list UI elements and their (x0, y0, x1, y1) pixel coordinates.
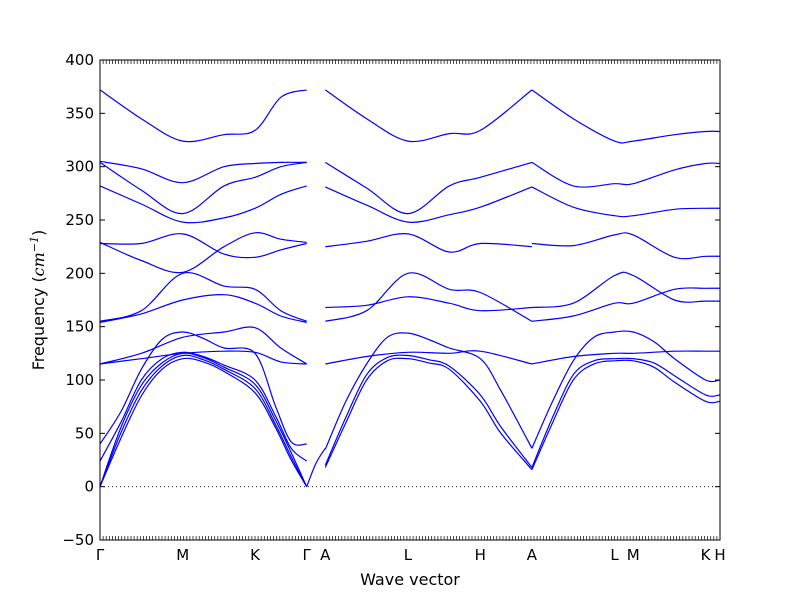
band-line-36 (531, 89, 721, 144)
plot-frame (99, 59, 721, 541)
band-line-10 (99, 233, 307, 259)
y-tick-label: 400 (65, 51, 94, 69)
band-line-22 (325, 296, 532, 312)
y-tick-label: 350 (65, 104, 94, 122)
x-tick-label: A (320, 546, 331, 564)
band-line-29 (531, 330, 721, 449)
y-axis-title-unit: cm (29, 252, 48, 276)
band-line-34 (531, 186, 721, 218)
x-tick-label: K (701, 546, 712, 564)
band-line-35 (531, 161, 721, 188)
y-axis-title-suffix: ) (29, 230, 48, 236)
y-tick-label: 200 (65, 264, 94, 282)
phonon-bands (99, 89, 721, 488)
band-line-12 (99, 185, 307, 224)
band-line-28 (531, 357, 721, 468)
y-tick-label: 250 (65, 211, 94, 229)
y-axis-title-prefix: Frequency ( (29, 276, 48, 370)
band-line-7 (99, 326, 308, 365)
band-line-33 (531, 232, 721, 260)
band-line-24 (325, 186, 533, 223)
band-line-17 (324, 357, 533, 470)
x-tick-label: M (176, 546, 189, 564)
band-line-31 (531, 287, 721, 322)
band-line-21 (325, 272, 533, 322)
band-line-19 (324, 332, 533, 450)
x-tick-label: M (627, 546, 640, 564)
band-line-16 (306, 447, 326, 487)
band-line-20 (325, 350, 533, 365)
band-line-30 (531, 350, 720, 365)
band-line-8 (99, 271, 307, 322)
y-tick-label: 0 (84, 478, 94, 496)
band-line-3 (99, 352, 308, 487)
y-tick-label: −50 (62, 531, 94, 549)
x-tick-label: Γ (96, 546, 105, 564)
band-line-13 (99, 161, 307, 215)
x-tick-label: H (475, 546, 486, 564)
y-tick-label: 50 (75, 424, 94, 442)
y-tick-label: 300 (65, 158, 94, 176)
band-line-6 (99, 350, 307, 365)
band-line-32 (531, 271, 721, 309)
band-line-5 (99, 331, 307, 446)
band-line-18 (324, 354, 533, 468)
x-tick-label: K (250, 546, 261, 564)
x-tick-label: H (714, 546, 725, 564)
band-line-2 (99, 354, 308, 487)
band-line-26 (324, 89, 533, 143)
x-tick-label: L (404, 546, 413, 564)
y-tick-label: 100 (65, 371, 94, 389)
y-axis-title: Frequency (cm−1) (28, 230, 48, 371)
y-tick-labels: −50 0 50 100 150 200 250 300 350 400 (62, 51, 94, 549)
y-tick-label: 150 (65, 318, 94, 336)
x-tick-label: L (610, 546, 619, 564)
y-axis-title-exponent: −1 (28, 236, 41, 252)
band-line-14 (99, 160, 307, 184)
band-line-11 (99, 232, 307, 274)
band-line-1 (99, 357, 308, 488)
x-axis-title: Wave vector (360, 570, 460, 589)
band-line-23 (325, 233, 532, 253)
x-tick-label: A (527, 546, 538, 564)
band-line-9 (99, 294, 307, 323)
band-line-15 (99, 89, 307, 143)
axis-ticks (99, 59, 721, 541)
band-line-4 (99, 351, 308, 462)
band-line-25 (324, 161, 533, 215)
x-tick-label: Γ (302, 546, 311, 564)
band-line-27 (531, 359, 721, 470)
